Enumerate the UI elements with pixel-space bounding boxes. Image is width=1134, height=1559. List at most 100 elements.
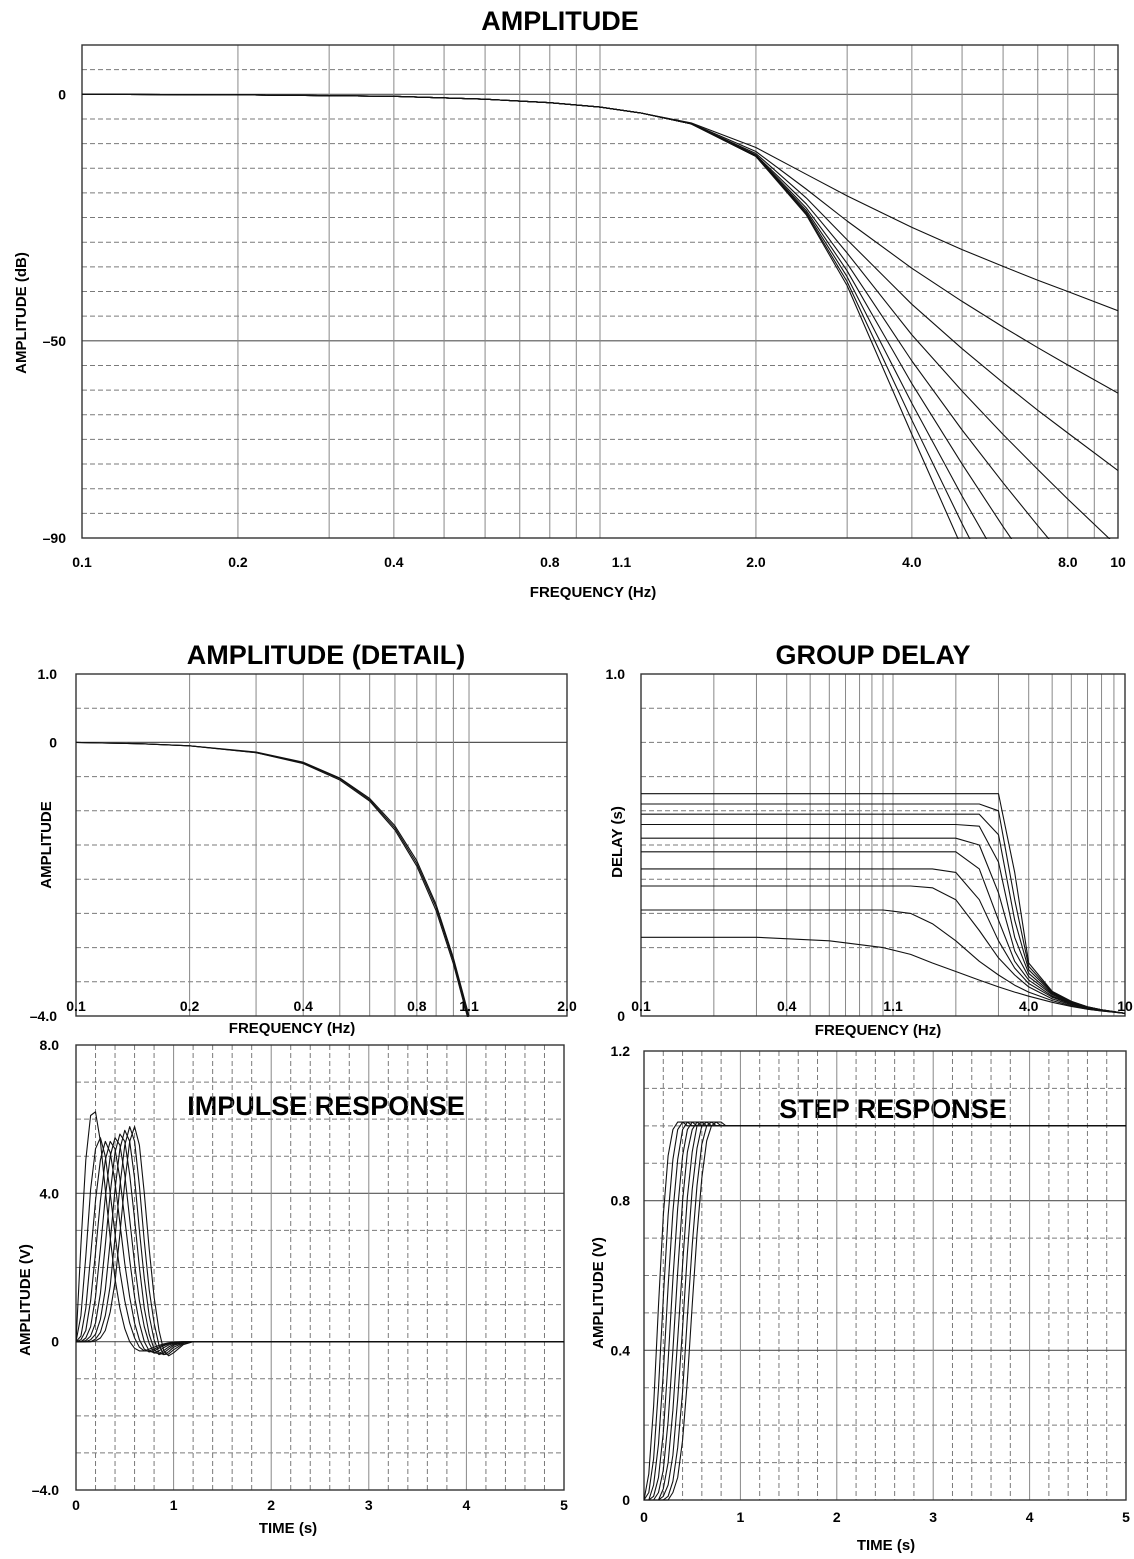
- plot-area: 0.1 0.4 1.1 4.0 10 1.0 0: [606, 666, 1133, 1024]
- plot-frame: [81, 44, 1119, 539]
- x-tick-label: 2: [267, 1497, 275, 1513]
- y-tick-label: 0: [49, 734, 57, 750]
- x-tick-label: 10: [1110, 554, 1126, 570]
- y-tick-label: 1.0: [38, 666, 58, 682]
- chart-impulse-response: IMPULSE RESPONSE TIME (s) AMPLITUDE (V) …: [17, 1037, 568, 1537]
- series-line: [76, 1126, 564, 1356]
- chart-group-delay: GROUP DELAY FREQUENCY (Hz) DELAY (s) 0.1…: [606, 640, 1133, 1039]
- series-group: [641, 793, 1125, 1014]
- series-line: [76, 1126, 564, 1357]
- plot-frame: [75, 1044, 565, 1491]
- x-tick-label: 0: [72, 1497, 80, 1513]
- y-tick-label: 1.2: [611, 1043, 631, 1059]
- series-line: [82, 93, 959, 539]
- plot-area: 0.1 0.2 0.4 0.8 1.1 2.0 1.0 0 –4.0: [30, 666, 577, 1024]
- x-axis-label: FREQUENCY (Hz): [530, 584, 656, 601]
- series-line: [641, 909, 1125, 1014]
- x-tick-label: 4.0: [902, 554, 922, 570]
- x-tick-label: 3: [929, 1509, 937, 1525]
- x-tick-label: 1.1: [612, 554, 632, 570]
- y-tick-label: –4.0: [30, 1008, 57, 1024]
- x-tick-label: 8.0: [1058, 554, 1078, 570]
- series-line: [76, 741, 469, 1017]
- chart-title: GROUP DELAY: [775, 640, 970, 670]
- plot-area: 0 1 2 3 4 5 1.2 0.8 0.4 0: [611, 1043, 1131, 1525]
- x-tick-label: 2.0: [557, 998, 577, 1014]
- y-tick-label: 0: [617, 1008, 625, 1024]
- y-axis-label: AMPLITUDE (dB): [13, 252, 30, 374]
- x-tick-label: 4.0: [1019, 998, 1039, 1014]
- x-tick-label: 5: [560, 1497, 568, 1513]
- y-axis-label: AMPLITUDE (V): [590, 1237, 607, 1349]
- y-axis-label: AMPLITUDE (V): [17, 1244, 34, 1356]
- x-tick-label: 0.4: [293, 998, 313, 1014]
- x-axis-label: FREQUENCY (Hz): [229, 1020, 355, 1037]
- chart-title: AMPLITUDE: [481, 6, 639, 36]
- x-tick-label: 0.4: [384, 554, 404, 570]
- y-tick-label: 0: [622, 1492, 630, 1508]
- chart-title: STEP RESPONSE: [779, 1094, 1007, 1124]
- x-tick-label: 1.1: [883, 998, 903, 1014]
- x-tick-label: 0.2: [180, 998, 200, 1014]
- y-tick-label: 8.0: [40, 1037, 60, 1053]
- y-axis-label: DELAY (s): [609, 806, 626, 878]
- x-tick-label: 0.8: [407, 998, 427, 1014]
- series-line: [644, 1121, 1126, 1501]
- plot-frame: [643, 1050, 1127, 1501]
- x-tick-label: 0.4: [777, 998, 797, 1014]
- x-tick-label: 4: [463, 1497, 471, 1513]
- y-tick-label: 0.4: [611, 1342, 631, 1358]
- y-tick-label: 1.0: [606, 666, 626, 682]
- x-tick-label: 1: [737, 1509, 745, 1525]
- y-tick-label: 0: [58, 86, 66, 102]
- series-line: [644, 1121, 1126, 1501]
- y-tick-label: –4.0: [32, 1482, 59, 1498]
- y-tick-label: 4.0: [40, 1185, 60, 1201]
- x-tick-label: 0.1: [66, 998, 86, 1014]
- x-tick-label: 2.0: [746, 554, 766, 570]
- chart-step-response: STEP RESPONSE TIME (s) AMPLITUDE (V) 0 1 2…: [590, 1043, 1130, 1554]
- x-tick-label: 1.1: [459, 998, 479, 1014]
- x-axis-label: TIME (s): [259, 1520, 317, 1537]
- x-tick-label: 1: [170, 1497, 178, 1513]
- y-axis-label: AMPLITUDE: [38, 801, 55, 889]
- series-line: [644, 1121, 1126, 1501]
- plot-frame: [75, 673, 568, 1017]
- x-tick-label: 10: [1117, 998, 1133, 1014]
- y-tick-label: –50: [43, 333, 67, 349]
- series-line: [644, 1121, 1126, 1501]
- series-line: [644, 1121, 1126, 1501]
- x-tick-label: 0: [640, 1509, 648, 1525]
- x-tick-label: 0.1: [72, 554, 92, 570]
- x-tick-label: 0.2: [228, 554, 248, 570]
- series-group: [76, 1111, 564, 1357]
- x-tick-label: 5: [1122, 1509, 1130, 1525]
- series-line: [641, 793, 1125, 1014]
- chart-title: IMPULSE RESPONSE: [187, 1091, 465, 1121]
- series-line: [644, 1121, 1126, 1501]
- y-tick-label: 0.8: [611, 1193, 631, 1209]
- series-group: [82, 93, 1118, 539]
- x-tick-label: 0.8: [540, 554, 560, 570]
- series-group: [644, 1121, 1126, 1501]
- x-tick-label: 0.1: [631, 998, 651, 1014]
- chart-amplitude-detail: AMPLITUDE (DETAIL) FREQUENCY (Hz) AMPLIT…: [30, 640, 577, 1037]
- series-group: [76, 741, 470, 1017]
- plot-area: 0.1 0.2 0.4 0.8 1.1 2.0 4.0 8.0 10 0 –50 –90: [43, 44, 1126, 570]
- x-tick-label: 3: [365, 1497, 373, 1513]
- chart-amplitude: AMPLITUDE FREQUENCY (Hz) AMPLITUDE (dB) …: [13, 6, 1126, 601]
- plot-frame: [640, 673, 1126, 1017]
- x-axis-label: TIME (s): [857, 1537, 915, 1554]
- y-tick-label: 0: [51, 1334, 59, 1350]
- x-tick-label: 4: [1026, 1509, 1034, 1525]
- x-tick-label: 2: [833, 1509, 841, 1525]
- series-line: [76, 741, 469, 1017]
- series-line: [644, 1121, 1126, 1501]
- series-line: [644, 1121, 1126, 1501]
- plot-area: 0 1 2 3 4 5 8.0 4.0 0 –4.0: [32, 1037, 568, 1513]
- series-line: [644, 1121, 1126, 1501]
- y-tick-label: –90: [43, 530, 67, 546]
- x-axis-label: FREQUENCY (Hz): [815, 1022, 941, 1039]
- series-line: [76, 1129, 564, 1356]
